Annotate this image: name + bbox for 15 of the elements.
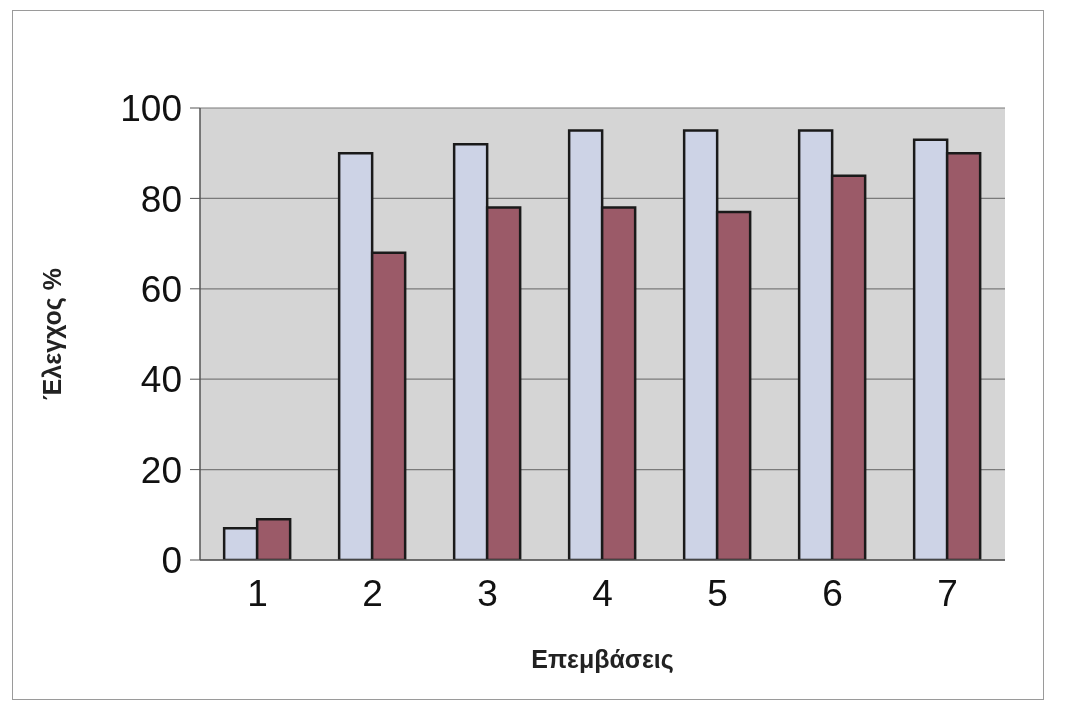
y-tick-label: 60 bbox=[140, 268, 182, 310]
y-tick-label: 40 bbox=[140, 359, 182, 401]
x-tick-label: 3 bbox=[477, 573, 498, 615]
x-tick-label: 1 bbox=[247, 573, 268, 615]
x-tick-label: 5 bbox=[707, 573, 728, 615]
y-tick-label: 20 bbox=[140, 449, 182, 491]
y-axis-title: Έλεγχος % bbox=[37, 268, 67, 400]
y-tick-label: 0 bbox=[161, 540, 182, 582]
x-tick-label: 7 bbox=[937, 573, 958, 615]
x-tick-label: 2 bbox=[362, 573, 383, 615]
y-tick-label: 100 bbox=[120, 88, 182, 130]
x-tick-label: 4 bbox=[592, 573, 613, 615]
x-tick-label: 6 bbox=[822, 573, 843, 615]
y-tick-label: 80 bbox=[140, 178, 182, 220]
x-axis-title: Επεμβάσεις bbox=[531, 645, 674, 674]
